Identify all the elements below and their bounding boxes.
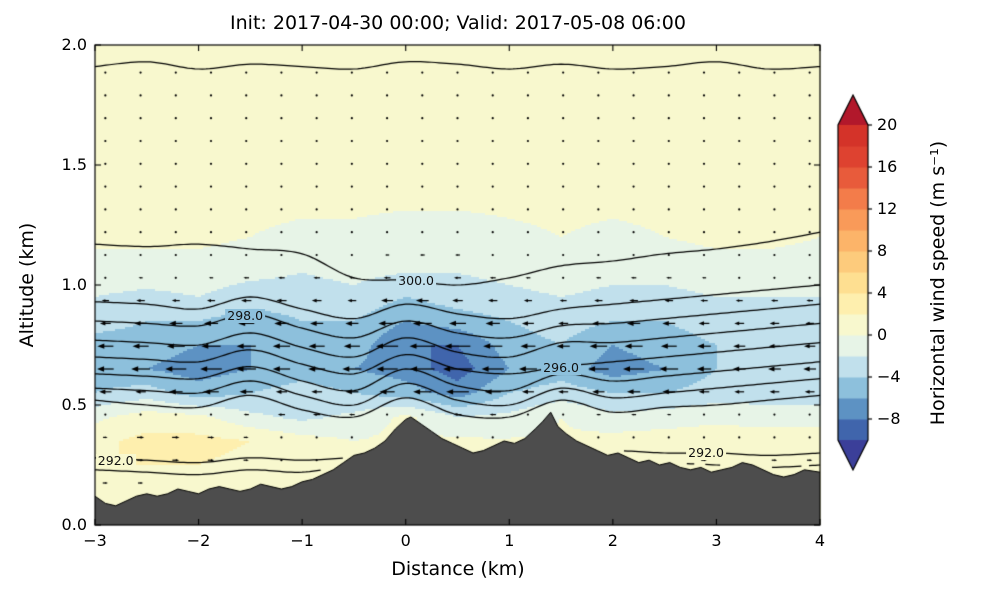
y-tick-label: 1.0 [61, 275, 87, 294]
x-tick-label: 3 [711, 531, 722, 550]
x-tick-label: 0 [400, 531, 411, 550]
contour-label: 292.0 [95, 453, 136, 469]
x-tick-label: −3 [83, 531, 107, 550]
contour-label: 292.0 [686, 445, 726, 460]
x-tick-label: −1 [290, 531, 314, 550]
colorbar-label: Horizontal wind speed (m s⁻¹) [927, 140, 949, 426]
x-tick-label: 4 [814, 531, 826, 550]
x-axis-label: Distance (km) [391, 558, 525, 580]
y-tick-label: 0.5 [61, 395, 87, 414]
contour-label: 296.0 [541, 359, 581, 375]
colorbar-tick-label: 12 [877, 199, 898, 218]
colorbar-tick-label: 8 [877, 241, 888, 260]
contour-label: 298.0 [225, 308, 266, 324]
y-tick-label: 1.5 [61, 155, 87, 174]
colorbar-tick-label: −8 [877, 409, 901, 428]
contour-label: 300.0 [396, 273, 436, 289]
colorbar-tick-label: 4 [877, 283, 888, 302]
colorbar-tick-label: 20 [877, 115, 898, 134]
x-tick-label: −2 [186, 531, 211, 550]
colorbar-tick-label: 16 [877, 157, 898, 176]
y-tick-label: 2.0 [61, 35, 87, 54]
x-tick-label: 2 [607, 531, 618, 550]
plot-title: Init: 2017-04-30 00:00; Valid: 2017-05-0… [230, 12, 686, 34]
x-tick-label: 1 [504, 531, 515, 550]
colorbar-tick-label: −4 [877, 367, 901, 386]
y-axis-label: Altitude (km) [16, 222, 38, 348]
colorbar-tick-label: 0 [877, 325, 888, 344]
y-tick-label: 0.0 [61, 515, 87, 534]
